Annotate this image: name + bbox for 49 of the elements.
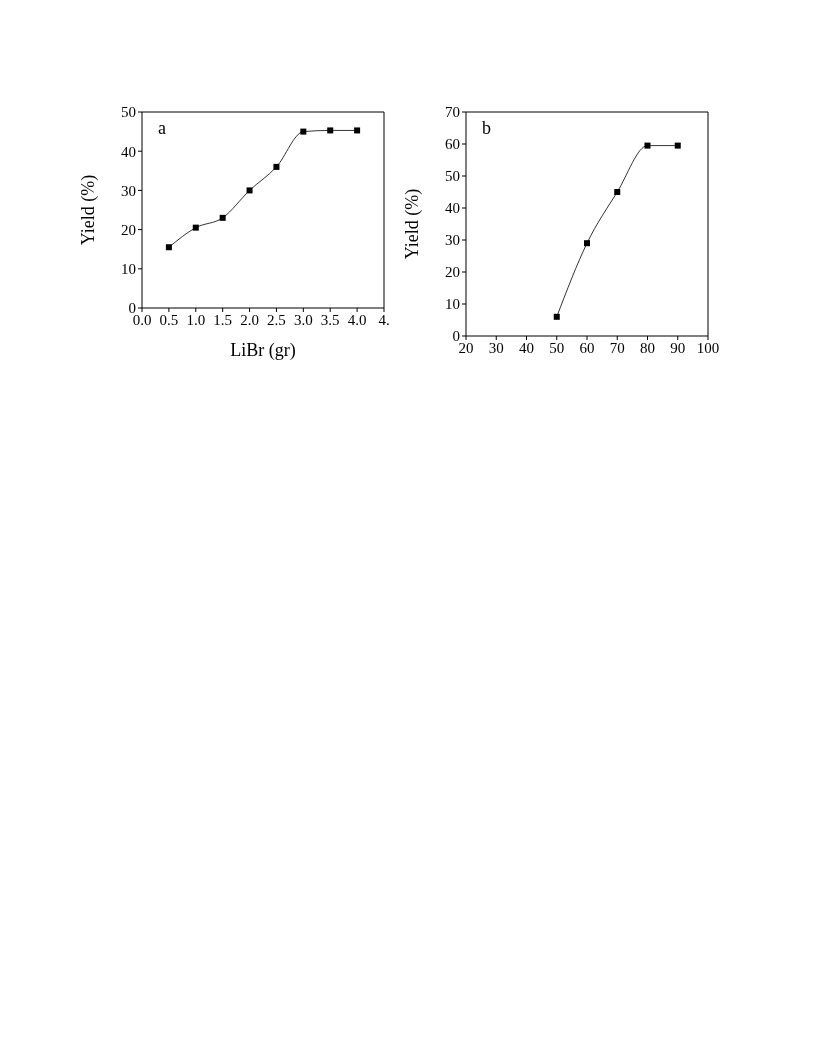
x-tick-label: 3.5 xyxy=(320,311,340,328)
y-axis-title: Yield (%) xyxy=(402,188,424,260)
x-tick-label: 80 xyxy=(640,339,655,356)
y-tick-label: 20 xyxy=(445,264,460,281)
x-tick-label: 3.0 xyxy=(293,311,313,328)
y-tick-label: 10 xyxy=(445,296,460,313)
y-tick-label: 0 xyxy=(452,328,460,345)
y-tick-label: 10 xyxy=(121,261,136,278)
point xyxy=(614,189,621,195)
point xyxy=(674,142,681,149)
x-tick-label: 0.5 xyxy=(159,311,179,328)
point xyxy=(192,224,199,231)
x-tick-label: 4.0 xyxy=(347,311,367,328)
y-tick-label: 30 xyxy=(121,182,136,199)
point xyxy=(644,142,651,149)
x-tick-label: 4. xyxy=(378,311,390,328)
y-tick-label: 50 xyxy=(121,104,136,121)
y-tick-label: 30 xyxy=(445,232,460,249)
x-tick-label: 1.5 xyxy=(213,311,233,328)
y-axis-title: Yield (%) xyxy=(78,174,100,246)
point xyxy=(273,163,280,170)
point xyxy=(246,187,253,194)
y-tick-label: 20 xyxy=(121,221,136,238)
y-tick-label: 40 xyxy=(121,143,136,160)
point xyxy=(300,128,307,135)
x-tick-label: 40 xyxy=(519,339,534,356)
x-axis-title: LiBr (gr) xyxy=(230,340,296,361)
point xyxy=(219,214,226,221)
x-tick-label: 2.0 xyxy=(240,311,259,328)
x-tick-label: 20 xyxy=(458,339,474,356)
x-tick-label: 90 xyxy=(670,339,686,356)
x-tick-label: 100 xyxy=(696,339,720,356)
x-tick-label: 70 xyxy=(609,339,625,356)
y-tick-label: 40 xyxy=(445,200,460,217)
x-tick-label: 30 xyxy=(488,339,504,356)
y-tick-label: 60 xyxy=(445,136,460,153)
y-tick-label: 50 xyxy=(445,168,460,185)
point xyxy=(165,244,172,251)
point xyxy=(354,127,361,134)
x-tick-label: 2.5 xyxy=(267,311,286,328)
point xyxy=(584,240,590,247)
x-tick-label: 1.0 xyxy=(186,311,206,328)
point xyxy=(553,313,560,320)
y-tick-label: 70 xyxy=(445,104,460,121)
x-tick-label: 60 xyxy=(579,339,595,356)
annotation: b xyxy=(482,118,491,139)
annotation: a xyxy=(158,118,166,139)
point xyxy=(327,127,334,134)
x-tick-label: 50 xyxy=(549,339,565,356)
